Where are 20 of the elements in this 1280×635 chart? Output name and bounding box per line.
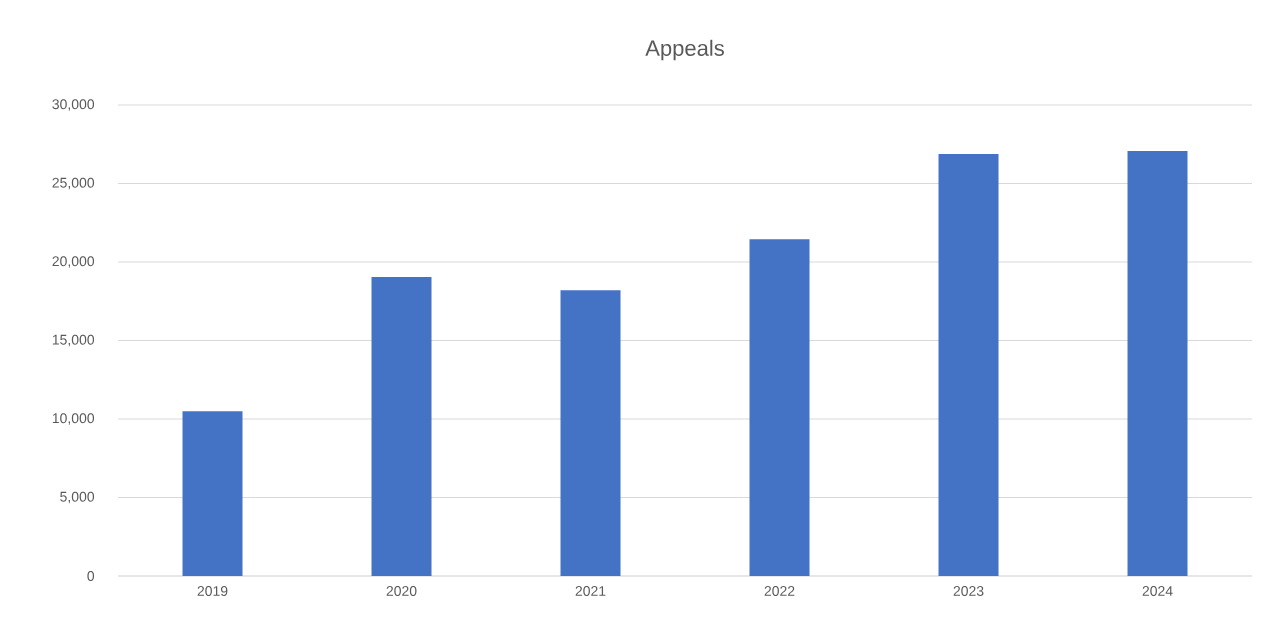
y-tick-label: 20,000: [52, 256, 95, 268]
y-tick-label: 5,000: [60, 491, 95, 504]
bar: [371, 276, 432, 576]
y-tick-label: 10,000: [52, 413, 95, 425]
y-tick-label: 30,000: [52, 99, 95, 111]
x-tick-label: 2023: [953, 586, 984, 596]
bar: [560, 290, 621, 576]
y-tick-label: 0: [87, 571, 95, 581]
x-tick-label: 2024: [1142, 586, 1173, 596]
y-tick-label: 15,000: [52, 334, 95, 347]
bar: [938, 153, 999, 576]
x-tick-label: 2019: [197, 586, 228, 596]
x-tick-label: 2022: [764, 586, 795, 596]
x-tick-label: 2020: [386, 586, 417, 596]
y-tick-label: 25,000: [52, 177, 95, 190]
bar: [1127, 151, 1188, 576]
bar: [182, 411, 243, 576]
chart-title: Appeals: [645, 39, 724, 61]
x-tick-label: 2021: [575, 586, 606, 596]
bar: [749, 239, 810, 576]
